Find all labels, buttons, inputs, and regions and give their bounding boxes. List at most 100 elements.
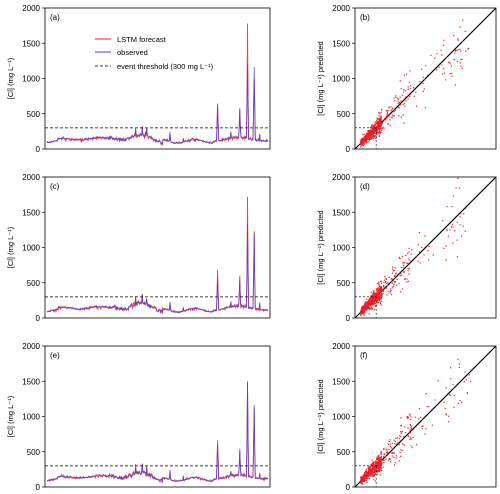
- panel-d-point: [366, 308, 368, 311]
- panel-f-point: [409, 439, 411, 441]
- panel-d-point: [402, 263, 404, 265]
- panel-d-point: [380, 286, 382, 288]
- panel-d-point: [374, 293, 376, 295]
- panel-f-point: [365, 470, 368, 472]
- panel-b-point: [390, 106, 392, 108]
- panel-d-point: [382, 293, 384, 295]
- panel-f-point: [368, 468, 370, 470]
- panel-b-point: [391, 108, 393, 110]
- panel-d-point: [360, 310, 362, 312]
- panel-b-point: [377, 124, 379, 126]
- panel-f-point: [457, 402, 459, 404]
- panel-f-point: [364, 473, 366, 475]
- panel-b-point: [369, 136, 371, 138]
- panel-b-point: [380, 111, 382, 113]
- panel-f-point: [368, 475, 371, 477]
- panel-d-point: [378, 282, 380, 284]
- panel-d-point: [391, 287, 393, 289]
- panel-c-panel-label: (c): [50, 182, 60, 191]
- panel-f-point: [379, 460, 381, 462]
- panel-b-point: [382, 126, 384, 128]
- panel-b-point: [379, 135, 381, 137]
- panel-f-point: [443, 401, 445, 404]
- panel-f-point: [380, 464, 383, 466]
- panel-c-ytick-label: 1500: [22, 208, 40, 217]
- panel-b-point: [378, 115, 380, 117]
- panel-b-point: [366, 138, 368, 140]
- panel-f-point: [410, 416, 412, 418]
- panel-f-point: [376, 456, 378, 458]
- panel-b-point: [367, 138, 369, 140]
- panel-f-point: [377, 458, 379, 460]
- panel-b-point: [408, 81, 410, 83]
- panel-b-point: [380, 122, 382, 124]
- panel-d-point: [400, 272, 402, 275]
- panel-b-point: [403, 122, 405, 124]
- panel-f-point: [362, 474, 364, 476]
- panel-b-point: [365, 141, 367, 143]
- panel-f-point: [378, 464, 380, 466]
- panel-d-point: [363, 309, 365, 312]
- panel-d-point: [446, 206, 448, 208]
- panel-b-point: [394, 115, 396, 117]
- panel-b-point: [421, 68, 423, 70]
- panel-f-point: [448, 415, 450, 417]
- panel-d-point: [381, 295, 383, 297]
- panel-f-point: [386, 451, 388, 453]
- panel-f-point: [368, 466, 370, 468]
- panel-d-point: [375, 305, 377, 307]
- panel-f-point: [382, 466, 384, 468]
- panel-d-point: [394, 275, 396, 277]
- panel-d-point: [374, 298, 376, 300]
- panel-f-point: [363, 480, 365, 482]
- panel-d-point: [379, 289, 381, 291]
- panel-f-point: [463, 381, 465, 383]
- panel-b-point: [453, 35, 455, 37]
- panel-d-point: [379, 297, 381, 300]
- panel-d-point: [373, 304, 375, 306]
- panel-f-point: [395, 455, 398, 457]
- panel-b-point: [377, 132, 379, 134]
- panel-d-point: [387, 282, 389, 284]
- panel-d-point: [408, 251, 410, 253]
- panel-d-point: [463, 212, 465, 214]
- panel-f-point: [409, 424, 412, 427]
- panel-d-point: [450, 226, 452, 228]
- panel-b-point: [367, 130, 369, 132]
- panel-f-point: [380, 462, 382, 464]
- panel-a-ytick-label: 2000: [22, 4, 40, 13]
- panel-d-point: [407, 262, 409, 264]
- panel-b-point: [369, 130, 371, 132]
- panel-b-point: [390, 116, 392, 118]
- panel-b-point: [379, 125, 381, 127]
- panel-f-point: [373, 468, 376, 470]
- panel-b-point: [362, 139, 364, 141]
- panel-b-point: [443, 68, 445, 70]
- panel-b-point: [368, 138, 370, 140]
- panel-b-point: [376, 117, 378, 119]
- panel-b-point: [366, 133, 368, 135]
- panel-b-point: [367, 136, 369, 138]
- panel-d-point: [408, 258, 410, 260]
- panel-d-point: [452, 242, 454, 244]
- panel-f-point: [367, 473, 369, 475]
- panel-f-point: [365, 473, 368, 475]
- panel-b-point: [371, 130, 373, 132]
- panel-d-point: [372, 301, 374, 303]
- panel-d-point: [392, 285, 394, 288]
- panel-d-point: [367, 306, 369, 309]
- panel-f-point: [388, 448, 390, 450]
- panel-f-point: [369, 469, 371, 471]
- panel-b-point: [375, 121, 377, 123]
- panel-b-point: [441, 54, 443, 56]
- panel-b-points: [360, 19, 470, 148]
- panel-f-point: [425, 428, 427, 430]
- panel-d-point: [370, 305, 372, 307]
- panel-d-point: [442, 220, 444, 222]
- panel-f-point: [368, 470, 370, 472]
- panel-f-point: [385, 455, 387, 457]
- panel-f-point: [404, 426, 406, 428]
- panel-b-point: [419, 80, 421, 83]
- panel-f-point: [360, 475, 362, 478]
- panel-b-point: [454, 49, 456, 51]
